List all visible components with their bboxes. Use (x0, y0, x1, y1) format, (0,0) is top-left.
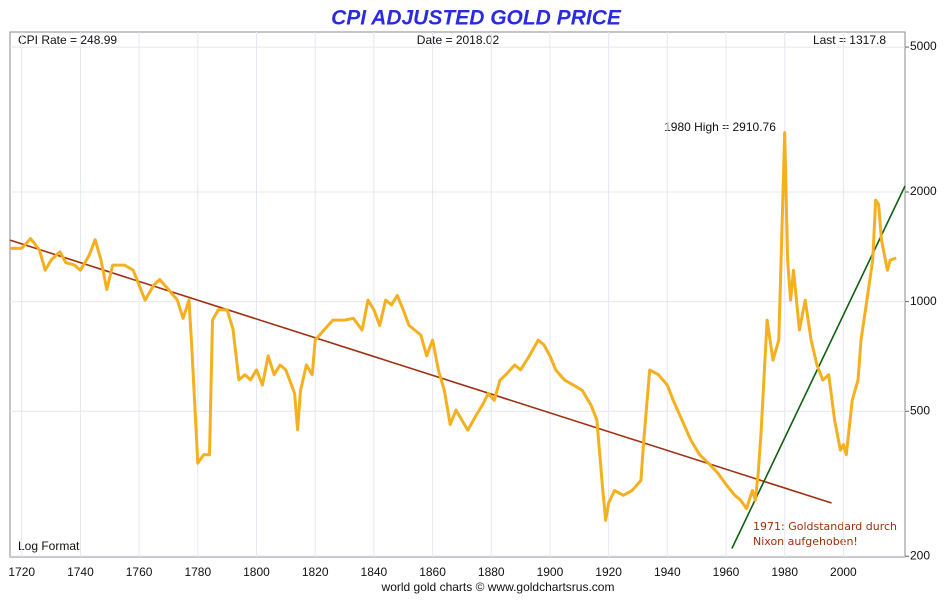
trend-line (9, 239, 832, 504)
annotation: 1971: Goldstandard durch (753, 520, 897, 533)
x-tick-label: 1860 (419, 565, 446, 579)
x-tick-label: 1820 (302, 565, 329, 579)
x-tick-label: 1780 (184, 565, 211, 579)
x-tick-label: 1760 (126, 565, 153, 579)
plot-frame (9, 31, 906, 558)
x-tick-label: 1920 (595, 565, 622, 579)
last-price: Last = 1317.8 (813, 33, 886, 47)
y-tick-label: 500 (910, 403, 930, 417)
y-tick-label: 200 (910, 548, 930, 562)
x-tick-label: 1960 (713, 565, 740, 579)
footer: world gold charts © www.goldchartsrus.co… (381, 580, 615, 594)
x-tick-label: 1840 (361, 565, 388, 579)
cpi-rate: CPI Rate = 248.99 (18, 33, 117, 47)
x-tick-label: 1940 (654, 565, 681, 579)
x-tick-label: 1740 (67, 565, 94, 579)
x-tick-label: 1880 (478, 565, 505, 579)
y-tick-label: 5000 (910, 39, 937, 53)
chart-title: CPI ADJUSTED GOLD PRICE (331, 7, 622, 30)
annotation: 1980 High = 2910.76 (664, 120, 776, 134)
x-tick-label: 1980 (771, 565, 798, 579)
x-tick-label: 1800 (243, 565, 270, 579)
y-tick-label: 2000 (910, 184, 937, 198)
x-tick-label: 1900 (537, 565, 564, 579)
annotation: Nixon aufgehoben! (753, 535, 858, 548)
y-tick-label: 1000 (910, 294, 937, 308)
price-line (10, 131, 897, 522)
date: Date = 2018.02 (417, 33, 500, 47)
x-tick-label: 1720 (8, 565, 35, 579)
scale-label: Log Format (18, 539, 80, 553)
x-tick-label: 2000 (830, 565, 857, 579)
